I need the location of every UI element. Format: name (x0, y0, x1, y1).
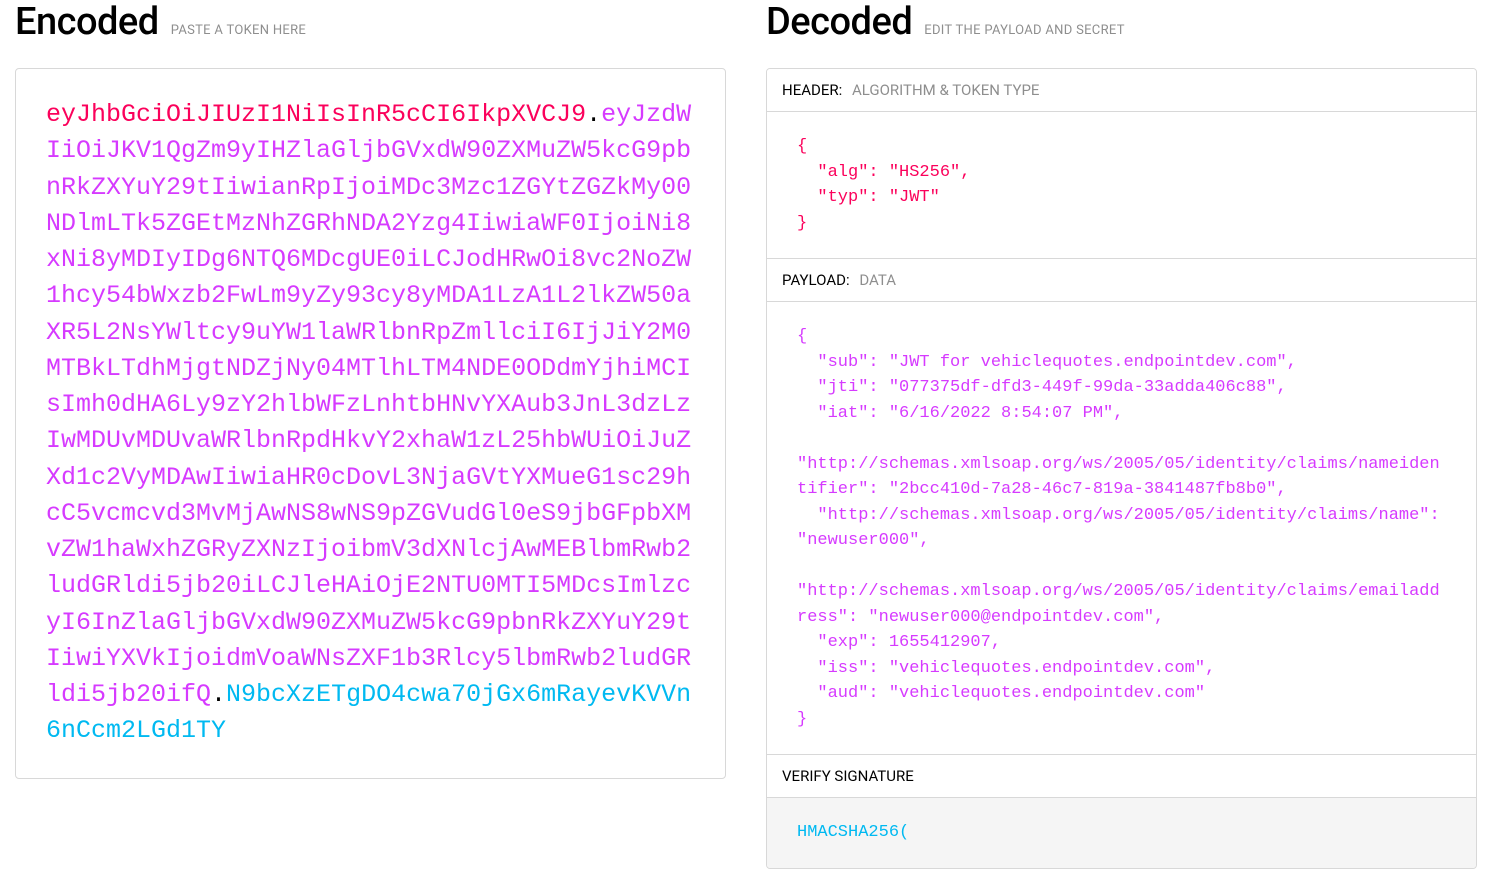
encoded-subtitle: PASTE A TOKEN HERE (171, 23, 306, 38)
encoded-title: Encoded (15, 0, 159, 44)
decoded-subtitle: EDIT THE PAYLOAD AND SECRET (924, 23, 1125, 38)
payload-section-sublabel: DATA (859, 271, 896, 289)
decoded-title: Decoded (766, 0, 912, 44)
encoded-column: Encoded PASTE A TOKEN HERE eyJhbGciOiJIU… (15, 0, 726, 869)
decoded-column: Decoded EDIT THE PAYLOAD AND SECRET HEAD… (766, 0, 1477, 869)
header-section-bar: HEADER: ALGORITHM & TOKEN TYPE (767, 69, 1476, 112)
jwt-header-segment: eyJhbGciOiJIUzI1NiIsInR5cCI6IkpXVCJ9 (46, 100, 586, 129)
signature-section-bar: VERIFY SIGNATURE (767, 755, 1476, 797)
header-section-sublabel: ALGORITHM & TOKEN TYPE (852, 81, 1039, 99)
header-section-label: HEADER: (782, 81, 842, 99)
decoded-title-row: Decoded EDIT THE PAYLOAD AND SECRET (766, 0, 1477, 44)
signature-code-body[interactable]: HMACSHA256( (767, 798, 1476, 868)
encoded-title-row: Encoded PASTE A TOKEN HERE (15, 0, 726, 44)
encoded-token-box[interactable]: eyJhbGciOiJIUzI1NiIsInR5cCI6IkpXVCJ9.eyJ… (15, 68, 726, 779)
signature-section-label: VERIFY SIGNATURE (782, 767, 914, 785)
jwt-dot-1: . (586, 100, 601, 129)
payload-json-body[interactable]: { "sub": "JWT for vehiclequotes.endpoint… (767, 302, 1476, 754)
payload-section-bar: PAYLOAD: DATA (767, 259, 1476, 302)
decoded-panels: HEADER: ALGORITHM & TOKEN TYPE { "alg": … (766, 68, 1477, 869)
main-container: Encoded PASTE A TOKEN HERE eyJhbGciOiJIU… (15, 0, 1477, 869)
jwt-dot-2: . (211, 680, 226, 709)
jwt-payload-segment: eyJzdWIiOiJKV1QgZm9yIHZlaGljbGVxdW90ZXMu… (46, 100, 691, 709)
header-json-body[interactable]: { "alg": "HS256", "typ": "JWT" } (767, 112, 1476, 258)
payload-section-label: PAYLOAD: (782, 271, 850, 289)
